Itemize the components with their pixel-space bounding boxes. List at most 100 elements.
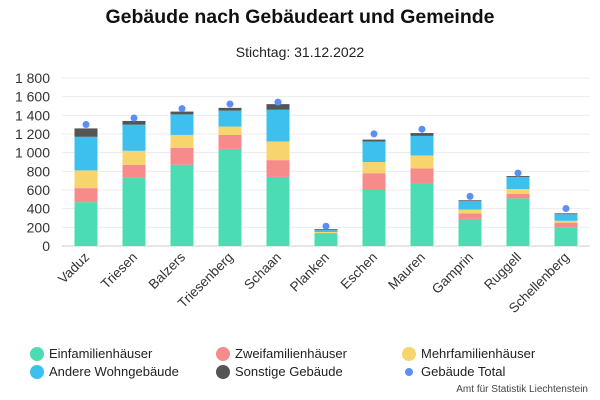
- total-point: [226, 100, 234, 108]
- legend-marker: [216, 364, 230, 379]
- y-tick-label: 1 800: [15, 70, 50, 86]
- bar-segment: [218, 126, 242, 135]
- y-tick-label: 1 400: [15, 107, 50, 123]
- bar-segment: [554, 214, 578, 221]
- chart-legend: Einfamilienhäuser Zweifamilienhäuser Meh…: [30, 346, 590, 382]
- x-tick-label: Ruggell: [481, 250, 524, 293]
- legend-item-einfamilienhaeuser[interactable]: Einfamilienhäuser: [30, 346, 152, 361]
- bar-segment: [218, 110, 242, 127]
- bar-segment: [458, 209, 482, 214]
- legend-marker: [30, 346, 44, 361]
- total-point: [82, 121, 90, 129]
- bar-segment: [362, 162, 386, 174]
- x-tick-label: Gamprin: [429, 250, 476, 297]
- total-point: [514, 169, 522, 177]
- bar-segment: [410, 155, 434, 169]
- total-point: [130, 114, 138, 122]
- bar-segment: [122, 150, 146, 165]
- bar-segment: [122, 177, 146, 246]
- legend-label: Gebäude Total: [421, 364, 506, 379]
- legend-marker: [405, 367, 413, 376]
- bar-segment: [266, 109, 290, 142]
- y-tick-label: 1 000: [15, 145, 50, 161]
- total-point: [178, 105, 186, 113]
- bar-segment: [170, 148, 194, 165]
- x-tick-label: Mauren: [385, 250, 428, 293]
- x-tick-label: Balzers: [146, 249, 189, 292]
- x-tick-label: Eschen: [338, 250, 380, 292]
- bar-segment: [314, 230, 338, 232]
- y-tick-label: 400: [27, 201, 51, 217]
- bar-segment: [362, 190, 386, 246]
- bar-segment: [122, 164, 146, 178]
- y-tick-label: 200: [27, 219, 51, 235]
- bar-segment: [314, 232, 338, 233]
- legend-label: Einfamilienhäuser: [49, 346, 153, 361]
- bar-segment: [362, 173, 386, 190]
- bar-segment: [74, 188, 98, 203]
- bar-segment: [410, 168, 434, 184]
- total-point: [274, 98, 282, 106]
- y-tick-label: 1 200: [15, 126, 50, 142]
- bar-segment: [122, 124, 146, 151]
- bar-segment: [170, 134, 194, 148]
- bar-segment: [218, 107, 242, 111]
- bar-segment: [506, 198, 530, 246]
- bar-segment: [74, 170, 98, 189]
- bar-segment: [122, 120, 146, 125]
- legend-item-mehrfamilienhaeuser[interactable]: Mehrfamilienhäuser: [402, 346, 535, 361]
- stacked-bar-chart: 0 200 400 600 800 1 000 1 200 1 400 1 600 1 800 Va…: [15, 70, 590, 316]
- x-tick-label: Schaan: [241, 250, 284, 293]
- bar-segment: [170, 114, 194, 135]
- bar-segment: [554, 213, 578, 215]
- bar-segment: [74, 128, 98, 137]
- bar-segment: [266, 141, 290, 161]
- x-tick-label: Vaduz: [55, 249, 92, 286]
- bar-segment: [458, 213, 482, 219]
- chart-title: Gebäude nach Gebäudeart und Gemeinde: [105, 6, 495, 28]
- bar-segment: [218, 148, 242, 246]
- bar-segment: [314, 232, 338, 234]
- x-tick-label: Triesen: [98, 250, 140, 292]
- bar-segment: [362, 141, 386, 162]
- bar-segment: [506, 193, 530, 199]
- legend-item-andere-wohngebaeude[interactable]: Andere Wohngebäude: [30, 364, 179, 379]
- y-tick-label: 0: [42, 238, 50, 254]
- bar-segment: [74, 136, 98, 171]
- bar-segment: [266, 160, 290, 177]
- bar-segment: [266, 176, 290, 246]
- bar-segment: [506, 189, 530, 194]
- legend-item-sonstige-gebaeude[interactable]: Sonstige Gebäude: [216, 364, 343, 379]
- bar-segment: [410, 133, 434, 136]
- bar-segment: [314, 233, 338, 246]
- legend-label: Mehrfamilienhäuser: [421, 346, 536, 361]
- bar-segment: [218, 134, 242, 149]
- bar-segment: [554, 222, 578, 228]
- bar-segment: [458, 201, 482, 210]
- bar-segment: [170, 111, 194, 115]
- bar-segment: [458, 218, 482, 246]
- legend-label: Sonstige Gebäude: [235, 364, 343, 379]
- bar-segment: [554, 220, 578, 223]
- bar-segment: [410, 135, 434, 156]
- bar-segment: [506, 176, 530, 190]
- legend-marker: [402, 346, 416, 361]
- x-tick-label: Planken: [287, 250, 332, 295]
- chart-subtitle: Stichtag: 31.12.2022: [235, 44, 365, 60]
- bar-segment: [458, 200, 482, 202]
- bar-segment: [554, 227, 578, 246]
- legend-marker: [216, 346, 230, 361]
- bar-segment: [170, 164, 194, 246]
- legend-item-zweifamilienhaeuser[interactable]: Zweifamilienhäuser: [216, 346, 347, 361]
- y-tick-label: 600: [27, 182, 51, 198]
- total-point: [322, 222, 330, 230]
- bar-segment: [74, 202, 98, 246]
- total-point: [418, 125, 426, 133]
- total-point: [562, 205, 570, 213]
- total-point: [466, 192, 474, 200]
- legend-marker: [30, 364, 44, 379]
- legend-label: Andere Wohngebäude: [49, 364, 179, 379]
- source-credit: Amt für Statistik Liechtenstein: [456, 384, 588, 395]
- bar-segment: [362, 139, 386, 142]
- legend-item-gebaeude-total[interactable]: Gebäude Total: [402, 364, 505, 379]
